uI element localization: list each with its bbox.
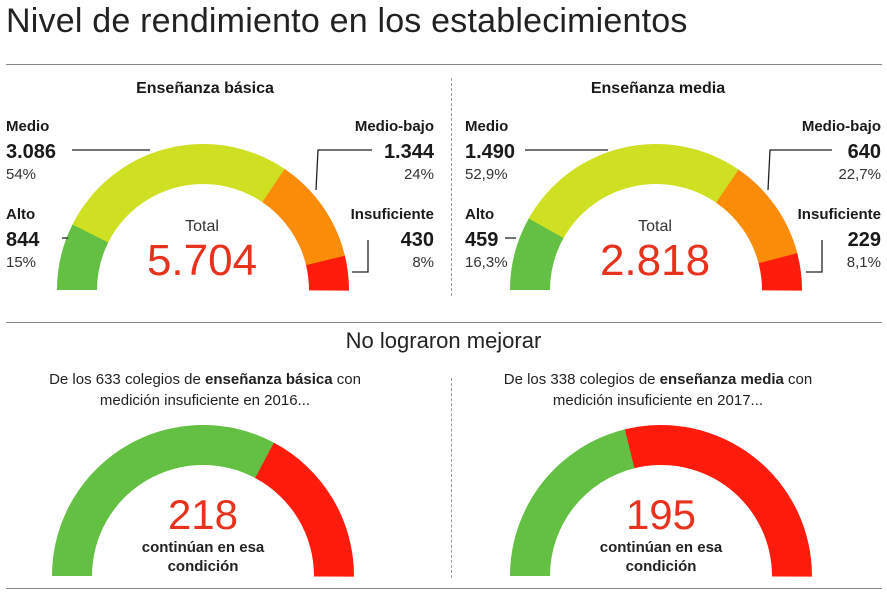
gauge-basica-slice-medio-bajo: [262, 168, 346, 266]
bottom-panel-divider: [451, 378, 452, 578]
gauge-basica-slice-alto: [57, 224, 109, 290]
desc-basica-post: con: [332, 371, 361, 388]
alto-pct-media: 16,3%: [465, 254, 508, 271]
medio-bajo-pct-media: 22,7%: [838, 166, 881, 183]
insuficiente-pct-media: 8,1%: [846, 254, 881, 271]
gauge-basica-insuficiente-slice-contin-an-en-esa-condici-n: [255, 442, 354, 577]
section-title: No lograron mejorar: [345, 328, 542, 353]
middle-divider: [6, 322, 882, 323]
medio-bajo-pct-basica: 24%: [403, 166, 434, 183]
medio-label-basica: Medio: [6, 118, 50, 135]
insuficiente-pct-basica: 8%: [412, 254, 434, 271]
leader-insuficiente-basica: [352, 240, 369, 273]
continuan-text-media: continúan en esa condición: [581, 538, 741, 576]
panel-divider: [451, 78, 452, 296]
alto-value-media: 459: [465, 229, 499, 251]
total-value-media: 2.818: [599, 236, 711, 285]
bottom-divider: [6, 588, 882, 589]
panel-title-media: Enseñanza media: [590, 80, 726, 97]
alto-pct-basica: 15%: [6, 254, 37, 271]
alto-label-basica: Alto: [6, 206, 36, 223]
continuan-line2-basica: condición: [167, 558, 239, 575]
gauge-media-slice-medio: [528, 143, 740, 239]
continuan-line1-media: continúan en esa: [599, 539, 723, 556]
leader-insuficiente-media: [806, 240, 823, 273]
medio-bajo-value-basica: 1.344: [383, 141, 434, 163]
medio-pct-media: 52,9%: [465, 166, 508, 183]
continuan-line2-media: condición: [625, 558, 697, 575]
continuan-text-basica: continúan en esa condición: [123, 538, 283, 576]
medio-bajo-label-basica: Medio-bajo: [354, 118, 434, 135]
total-label-media: Total: [638, 218, 672, 235]
panel-title-basica: Enseñanza básica: [136, 80, 274, 97]
gauge-basica-slice-insuficiente: [306, 255, 350, 291]
medio-value-basica: 3.086: [6, 141, 57, 163]
gauge-media-slice-medio-bajo: [716, 169, 798, 264]
desc-media: De los 338 colegios de enseñanza media c…: [453, 369, 863, 411]
desc-media-post: con: [783, 371, 813, 388]
alto-value-basica: 844: [6, 229, 40, 251]
top-divider: [6, 64, 882, 65]
desc-media-pre: De los 338 colegios de: [503, 371, 660, 388]
medio-value-media: 1.490: [465, 141, 516, 163]
desc-basica-line2: medición insuficiente en 2016...: [99, 392, 311, 409]
leader-medio-bajo-basica: [315, 149, 372, 191]
total-label-basica: Total: [185, 218, 219, 235]
alto-label-media: Alto: [465, 206, 495, 223]
medio-bajo-label-media: Medio-bajo: [801, 118, 881, 135]
desc-media-bold: enseñanza media: [659, 371, 784, 388]
gauge-media-slice-insuficiente: [758, 253, 802, 291]
continuan-number-basica: 218: [167, 491, 239, 538]
insuficiente-value-basica: 430: [400, 229, 434, 251]
gauge-media-insuficiente-slice-mejoraron: [510, 429, 635, 576]
gauge-media-insuficiente-slice-contin-an-en-esa-condici-n: [624, 425, 812, 577]
insuficiente-value-media: 229: [847, 229, 881, 251]
medio-label-media: Medio: [465, 118, 509, 135]
desc-media-line2: medición insuficiente en 2017...: [552, 392, 764, 409]
leader-medio-bajo-media: [767, 149, 832, 191]
gauge-media-slice-alto: [510, 218, 564, 290]
page-title: Nivel de rendimiento en los establecimie…: [6, 2, 688, 40]
medio-bajo-value-media: 640: [847, 141, 881, 163]
insuficiente-label-basica: Insuficiente: [350, 206, 434, 223]
continuan-number-media: 195: [625, 491, 697, 538]
desc-basica-bold: enseñanza básica: [205, 371, 333, 388]
medio-pct-basica: 54%: [6, 166, 37, 183]
insuficiente-label-media: Insuficiente: [797, 206, 881, 223]
total-value-basica: 5.704: [146, 236, 258, 285]
desc-basica-pre: De los 633 colegios de: [49, 371, 205, 388]
gauge-basica-slice-medio: [72, 144, 286, 243]
desc-basica: De los 633 colegios de enseñanza básica …: [0, 369, 410, 411]
continuan-line1-basica: continúan en esa: [141, 539, 265, 556]
gauge-basica-insuficiente-slice-mejoraron: [52, 424, 275, 576]
